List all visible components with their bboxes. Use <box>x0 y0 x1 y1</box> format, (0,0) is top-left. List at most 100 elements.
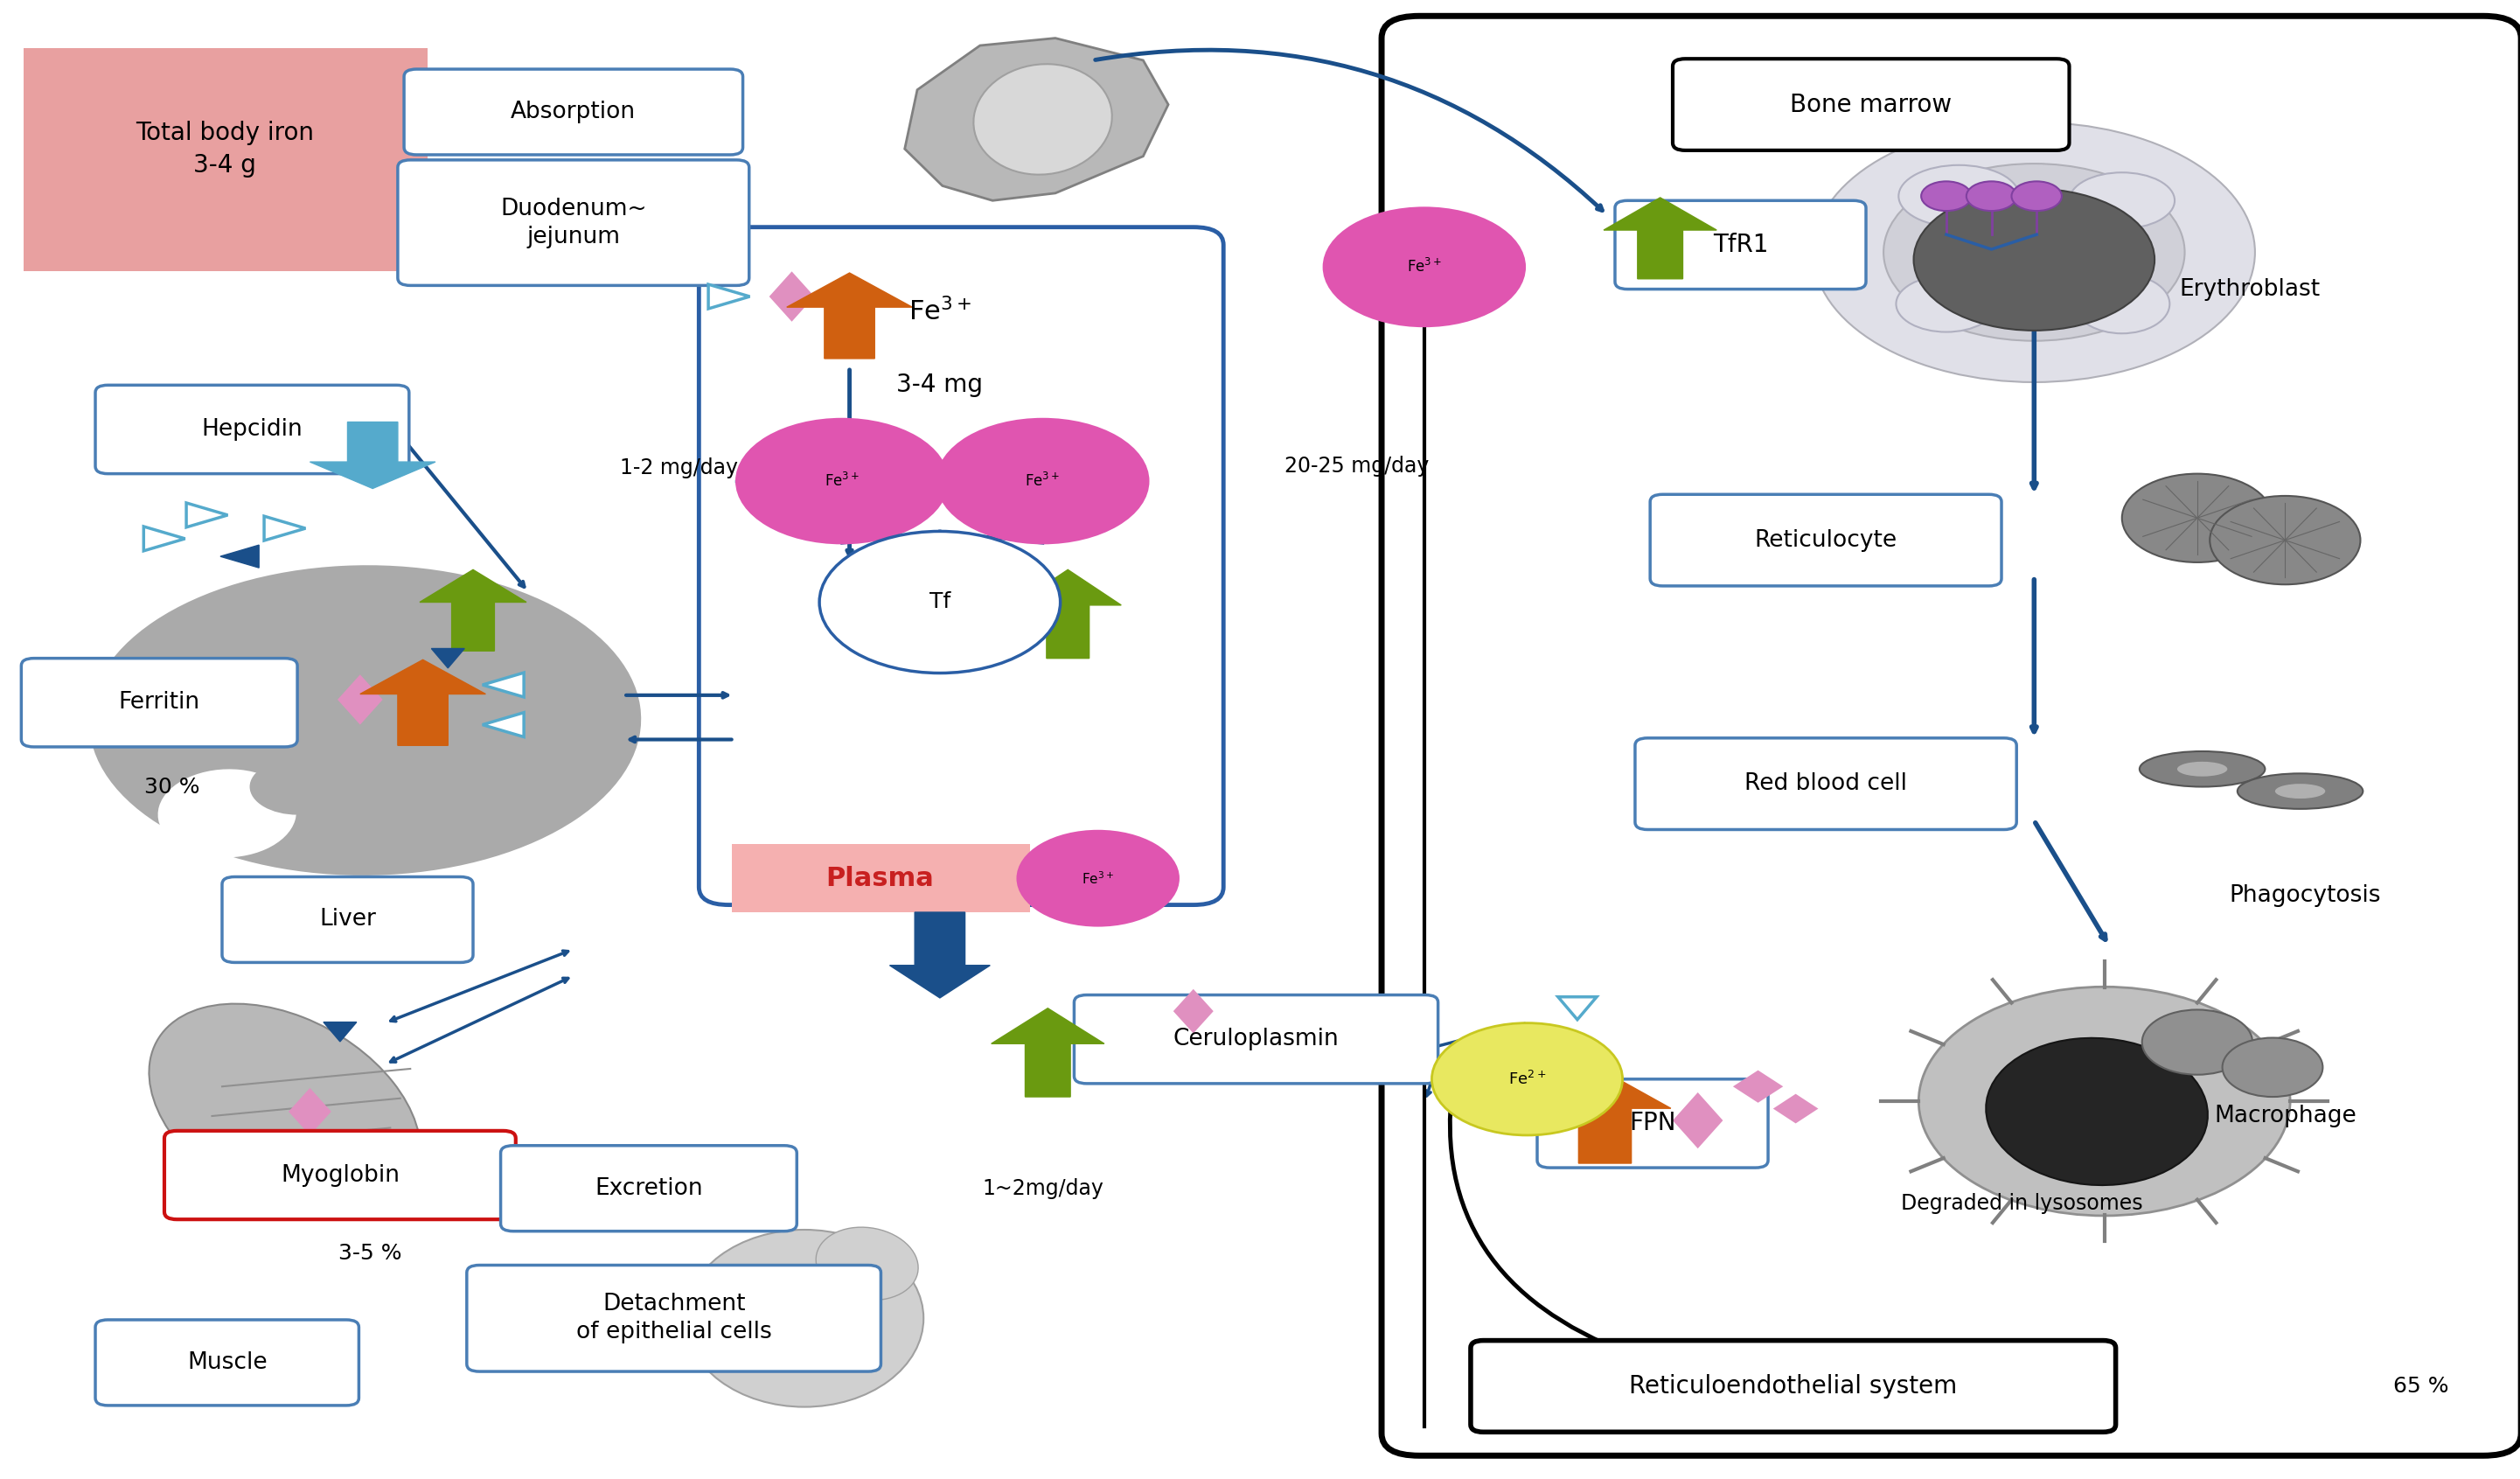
Text: Reticuloendothelial system: Reticuloendothelial system <box>1628 1374 1958 1399</box>
Ellipse shape <box>2177 762 2228 776</box>
Polygon shape <box>1734 1071 1784 1103</box>
Ellipse shape <box>88 565 640 876</box>
Ellipse shape <box>2139 751 2265 787</box>
Polygon shape <box>265 516 305 540</box>
FancyBboxPatch shape <box>501 1146 796 1231</box>
Ellipse shape <box>2074 275 2170 333</box>
Circle shape <box>1920 182 1971 211</box>
Text: Macrophage: Macrophage <box>2215 1105 2356 1127</box>
FancyBboxPatch shape <box>1615 201 1865 290</box>
Ellipse shape <box>149 1004 421 1220</box>
Circle shape <box>937 419 1149 543</box>
Text: 1-2 mg/day: 1-2 mg/day <box>620 457 738 478</box>
Polygon shape <box>323 1022 358 1041</box>
FancyBboxPatch shape <box>1074 995 1439 1084</box>
Ellipse shape <box>685 1229 922 1407</box>
Polygon shape <box>290 1089 330 1136</box>
FancyBboxPatch shape <box>731 845 1031 913</box>
Text: Fe$^{3+}$: Fe$^{3+}$ <box>1026 472 1061 490</box>
Text: Red blood cell: Red blood cell <box>1744 772 1908 796</box>
Polygon shape <box>481 713 524 737</box>
FancyBboxPatch shape <box>96 1319 358 1405</box>
Circle shape <box>1882 164 2185 340</box>
FancyArrow shape <box>421 569 527 651</box>
Text: Liver: Liver <box>320 908 375 930</box>
Text: 30 %: 30 % <box>144 776 199 797</box>
FancyBboxPatch shape <box>403 70 743 155</box>
FancyBboxPatch shape <box>20 658 297 747</box>
FancyBboxPatch shape <box>1635 738 2016 830</box>
FancyArrow shape <box>1016 569 1121 658</box>
Ellipse shape <box>2069 173 2175 229</box>
FancyArrow shape <box>786 274 912 358</box>
Text: Plasma: Plasma <box>827 865 935 890</box>
Text: Absorption: Absorption <box>512 101 635 123</box>
Circle shape <box>2122 473 2273 562</box>
Text: Excretion: Excretion <box>595 1177 703 1199</box>
FancyArrow shape <box>310 422 436 488</box>
Circle shape <box>2210 495 2361 584</box>
Circle shape <box>1966 182 2016 211</box>
Ellipse shape <box>973 64 1111 175</box>
FancyBboxPatch shape <box>1537 1080 1769 1168</box>
Ellipse shape <box>1898 166 2019 228</box>
FancyBboxPatch shape <box>1673 59 2069 151</box>
Ellipse shape <box>2238 774 2364 809</box>
Circle shape <box>2142 1010 2253 1075</box>
Text: Fe$^{3+}$: Fe$^{3+}$ <box>824 472 859 490</box>
Ellipse shape <box>816 1228 917 1300</box>
Text: Fe$^{3+}$: Fe$^{3+}$ <box>1406 259 1441 275</box>
FancyArrow shape <box>1540 1072 1671 1164</box>
Circle shape <box>1913 189 2155 330</box>
Polygon shape <box>338 674 383 725</box>
FancyBboxPatch shape <box>222 877 474 963</box>
Polygon shape <box>769 272 814 321</box>
Circle shape <box>1814 123 2255 382</box>
Polygon shape <box>708 284 751 309</box>
Circle shape <box>1018 831 1179 926</box>
Text: Fe$^{3+}$: Fe$^{3+}$ <box>1081 870 1114 886</box>
Polygon shape <box>1673 1093 1724 1149</box>
Text: Duodenum~
jejunum: Duodenum~ jejunum <box>499 197 648 248</box>
Text: Myoglobin: Myoglobin <box>280 1164 401 1186</box>
Circle shape <box>2223 1038 2323 1097</box>
Polygon shape <box>481 673 524 697</box>
FancyBboxPatch shape <box>1381 16 2520 1455</box>
Ellipse shape <box>249 759 345 815</box>
Text: Degraded in lysosomes: Degraded in lysosomes <box>1900 1192 2142 1214</box>
Text: 1~2mg/day: 1~2mg/day <box>983 1177 1104 1199</box>
Text: Ceruloplasmin: Ceruloplasmin <box>1174 1028 1338 1050</box>
FancyArrow shape <box>1603 198 1716 280</box>
FancyBboxPatch shape <box>1472 1340 2117 1432</box>
Text: Total body iron
3-4 g: Total body iron 3-4 g <box>136 120 315 177</box>
Circle shape <box>819 531 1061 673</box>
Text: Phagocytosis: Phagocytosis <box>2230 884 2381 908</box>
Ellipse shape <box>159 769 297 858</box>
Circle shape <box>1323 209 1525 325</box>
Text: Detachment
of epithelial cells: Detachment of epithelial cells <box>577 1293 771 1344</box>
Polygon shape <box>1557 997 1598 1019</box>
Text: 20-25 mg/day: 20-25 mg/day <box>1285 456 1429 476</box>
FancyBboxPatch shape <box>23 49 428 272</box>
Text: Bone marrow: Bone marrow <box>1789 92 1953 117</box>
Text: 3-5 %: 3-5 % <box>338 1242 401 1265</box>
Circle shape <box>1431 1023 1623 1136</box>
Ellipse shape <box>741 1270 867 1367</box>
Polygon shape <box>905 38 1169 201</box>
Text: Ferritin: Ferritin <box>118 691 199 714</box>
Circle shape <box>736 419 948 543</box>
FancyArrow shape <box>990 1009 1104 1097</box>
Polygon shape <box>1174 989 1215 1034</box>
Ellipse shape <box>1986 1038 2208 1185</box>
Ellipse shape <box>2276 784 2326 799</box>
FancyArrow shape <box>890 913 990 998</box>
Text: Hepcidin: Hepcidin <box>202 419 302 441</box>
Polygon shape <box>1774 1094 1819 1124</box>
Text: TfR1: TfR1 <box>1714 232 1769 257</box>
Circle shape <box>2011 182 2061 211</box>
FancyBboxPatch shape <box>698 228 1225 905</box>
Ellipse shape <box>1918 986 2291 1216</box>
FancyArrow shape <box>360 660 486 745</box>
Text: Erythroblast: Erythroblast <box>2180 278 2321 300</box>
Polygon shape <box>144 527 184 550</box>
